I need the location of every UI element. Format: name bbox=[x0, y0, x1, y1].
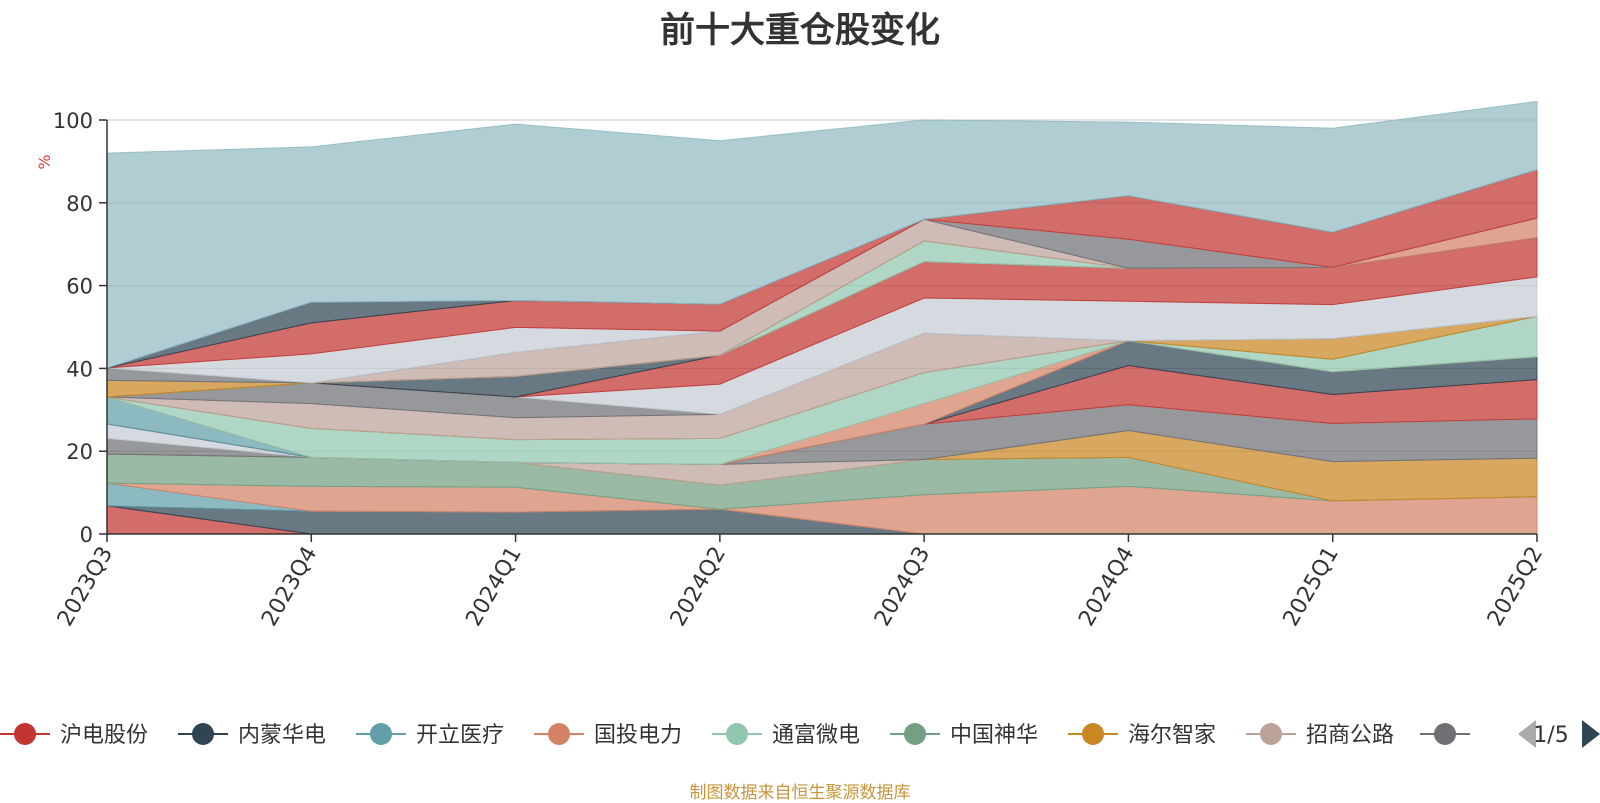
x-tick-label: 2023Q3 bbox=[53, 543, 118, 631]
legend-item[interactable]: 中国神华 bbox=[890, 723, 1038, 748]
legend-marker bbox=[192, 723, 214, 745]
legend-label: 内蒙华电 bbox=[238, 723, 326, 748]
y-tick-label: 20 bbox=[66, 440, 93, 464]
legend-label: 海尔智家 bbox=[1128, 723, 1216, 748]
legend-marker bbox=[726, 723, 748, 745]
y-tick-labels: 0 20 40 60 80 100 bbox=[53, 109, 107, 547]
y-tick-label: 80 bbox=[66, 192, 93, 216]
legend-marker bbox=[548, 723, 570, 745]
legend-marker bbox=[1260, 723, 1282, 745]
x-tick-label: 2024Q2 bbox=[666, 543, 731, 631]
area-series bbox=[106, 100, 1538, 535]
legend-item[interactable]: 招商公路 bbox=[1246, 723, 1394, 748]
legend-label: 招商公路 bbox=[1306, 723, 1394, 748]
legend-label: 通富微电 bbox=[772, 723, 860, 748]
legend-item[interactable]: 沪电股份 bbox=[0, 723, 148, 748]
legend-prev-icon[interactable] bbox=[1518, 720, 1536, 748]
y-tick-label: 100 bbox=[53, 109, 93, 133]
legend-marker bbox=[1434, 723, 1456, 745]
legend-pager: 1/5 bbox=[1518, 720, 1600, 748]
legend-item[interactable]: 通富微电 bbox=[712, 723, 860, 748]
x-tick-labels: 2023Q3 2023Q4 2024Q1 2024Q2 2024Q3 2024Q4 2025… bbox=[53, 534, 1548, 631]
legend-item[interactable]: 国投电力 bbox=[534, 723, 682, 748]
legend-marker bbox=[904, 723, 926, 745]
y-axis-label: % bbox=[35, 154, 54, 169]
x-tick-label: 2025Q2 bbox=[1483, 543, 1548, 631]
legend-next-icon[interactable] bbox=[1582, 720, 1600, 748]
legend-page-indicator: 1/5 bbox=[1533, 723, 1568, 748]
y-tick-label: 0 bbox=[80, 523, 93, 547]
axes bbox=[106, 120, 1537, 535]
x-tick-label: 2024Q3 bbox=[870, 543, 935, 631]
x-tick-label: 2024Q1 bbox=[461, 543, 526, 631]
x-tick-label: 2024Q4 bbox=[1074, 543, 1139, 631]
chart-title: 前十大重仓股变化 bbox=[659, 11, 940, 51]
y-tick-label: 40 bbox=[66, 357, 93, 381]
legend-marker bbox=[14, 723, 36, 745]
legend-marker bbox=[370, 723, 392, 745]
legend-label: 中国神华 bbox=[950, 723, 1038, 748]
legend-item[interactable] bbox=[1420, 723, 1470, 745]
source-note: 制图数据来自恒生聚源数据库 bbox=[689, 783, 911, 803]
legend-item[interactable]: 内蒙华电 bbox=[178, 723, 326, 748]
area-其他 bbox=[106, 100, 1538, 369]
y-tick-label: 60 bbox=[66, 275, 93, 299]
legend-item[interactable]: 开立医疗 bbox=[356, 723, 504, 748]
legend-label: 开立医疗 bbox=[416, 723, 504, 748]
legend: 沪电股份 内蒙华电 开立医疗 国投电力 通富微电 中国神华 海尔智家 招商公路 bbox=[0, 723, 1470, 748]
legend-marker bbox=[1082, 723, 1104, 745]
x-tick-label: 2025Q1 bbox=[1279, 543, 1344, 631]
legend-label: 国投电力 bbox=[594, 723, 682, 748]
legend-label: 沪电股份 bbox=[60, 723, 148, 748]
legend-item[interactable]: 海尔智家 bbox=[1068, 723, 1216, 748]
x-tick-label: 2023Q4 bbox=[257, 543, 322, 631]
